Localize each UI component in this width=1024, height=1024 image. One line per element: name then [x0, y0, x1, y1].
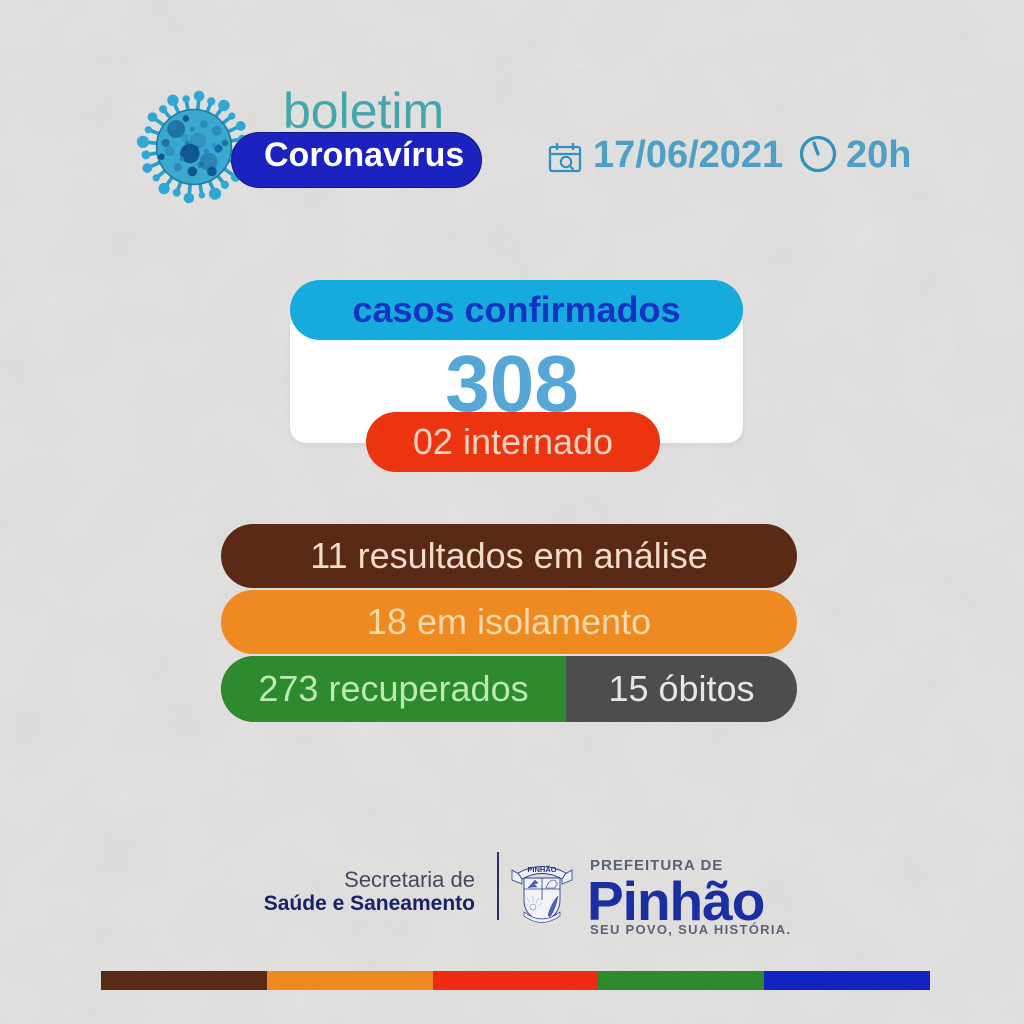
svg-text:PINHÃO: PINHÃO [527, 865, 556, 874]
